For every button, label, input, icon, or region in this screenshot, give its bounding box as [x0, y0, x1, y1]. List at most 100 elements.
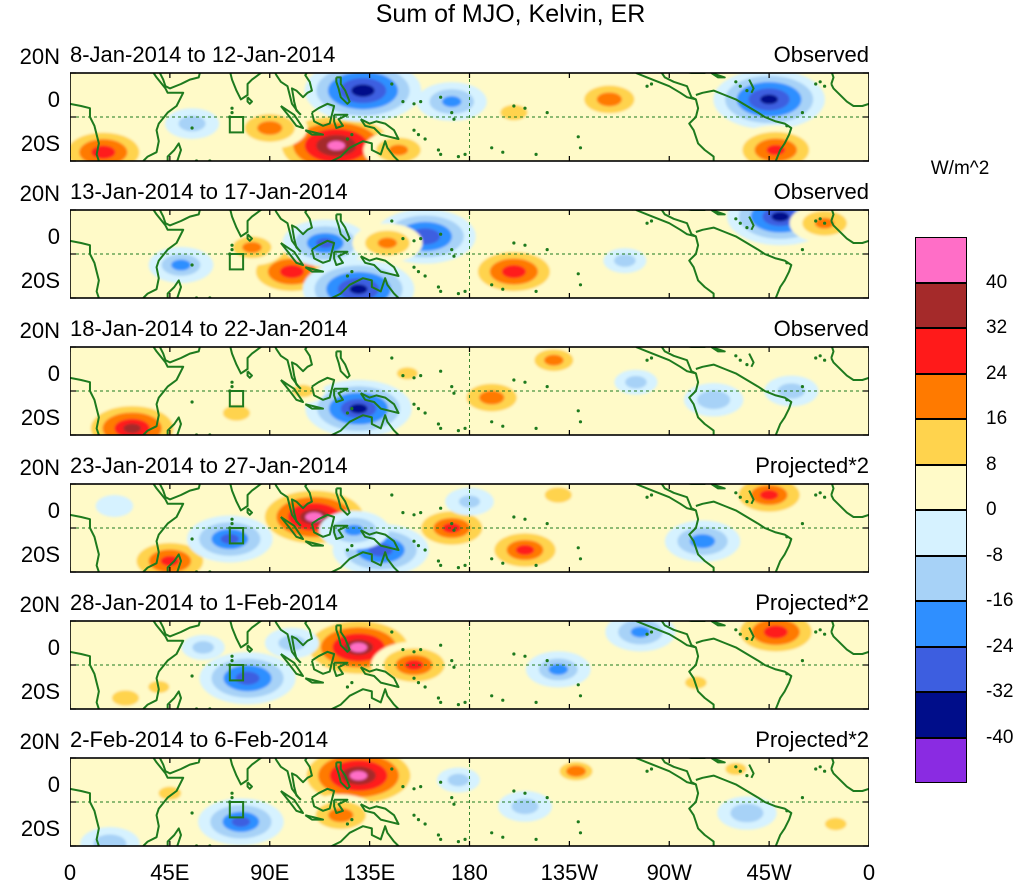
lon-label-4: 180 — [451, 860, 488, 885]
panel-1-type: Observed — [773, 42, 869, 67]
lon-label-8: 0 — [862, 860, 876, 885]
panel-2-map — [70, 209, 869, 299]
panel-6-anomaly-3 — [198, 798, 284, 846]
panel-5-coastlines — [70, 621, 869, 709]
colorbar-label-4: 16 — [986, 408, 1008, 429]
panel-1-anomaly-8 — [363, 130, 434, 161]
panel-6-anomaly-11 — [151, 782, 189, 805]
colorbar-label-8: -16 — [986, 590, 1014, 611]
panel-2-region-box — [228, 253, 245, 271]
panel-5-map — [70, 620, 869, 710]
colorbar-segment-7 — [915, 510, 967, 556]
panel-2-type: Observed — [773, 179, 869, 204]
panel-4-anomaly-12 — [95, 494, 134, 518]
lon-label-7: 45W — [746, 860, 792, 885]
panel-4-region-box — [228, 527, 245, 545]
panel-1-anomaly-6 — [70, 126, 152, 161]
colorbar-label-9: -24 — [986, 635, 1014, 657]
colorbar-label-5: 8 — [986, 453, 997, 475]
panel-3-region-box — [228, 390, 245, 408]
colorbar-segment-12 — [915, 737, 967, 783]
panel-2-lat-label-20S: 20S — [20, 268, 60, 293]
panel-6-anomaly-10 — [436, 767, 480, 793]
panel-4-lat-label-20N: 20N — [19, 455, 60, 480]
panel-2-anomaly-9 — [148, 246, 214, 284]
colorbar-label-1: 40 — [986, 271, 1008, 293]
panel-4-anomaly-11 — [445, 487, 494, 516]
panel-1-anomaly-7 — [416, 82, 487, 122]
panel-2-anomaly-6 — [465, 245, 562, 298]
panel-5-anomaly-4 — [727, 621, 824, 659]
panel-5-anomaly-10 — [181, 634, 225, 660]
panel-6-lat-label-20S: 20S — [20, 816, 60, 841]
panel-5-anomaly-3 — [199, 652, 296, 705]
panel-5-type: Projected*2 — [755, 590, 869, 615]
colorbar-label-7: -8 — [986, 544, 1003, 566]
panel-3-lat-label-20N: 20N — [19, 318, 60, 343]
panel-6-anomaly-7 — [717, 796, 777, 830]
panel-1-region-box — [228, 116, 245, 134]
colorbar-label-11: -40 — [986, 726, 1014, 748]
panel-2-anomaly-8 — [219, 229, 285, 266]
panel-3-anomaly-8 — [209, 397, 264, 429]
panel-5-anomaly-5 — [525, 651, 591, 688]
panel-4-anomaly-3 — [408, 504, 495, 552]
colorbar-segment-5 — [915, 419, 967, 465]
panel-3-anomaly-7 — [683, 383, 744, 417]
panel-6-anomaly-4 — [497, 791, 553, 822]
panel-5-lat-label-20N: 20N — [19, 592, 60, 617]
panel-1-lat-label-20N: 20N — [19, 44, 60, 69]
panel-2-lat-label-20N: 20N — [19, 181, 60, 206]
lon-label-5: 135W — [540, 860, 599, 885]
panel-6-anomaly-6 — [80, 827, 140, 846]
panel-4-anomaly-7 — [726, 484, 812, 519]
panel-3-anomaly-3 — [454, 376, 530, 419]
panel-5-period: 28-Jan-2014 to 1-Feb-2014 — [70, 590, 338, 615]
panel-1-anomaly-9 — [571, 78, 647, 121]
panel-4-coastlines — [70, 484, 869, 572]
figure-title: Sum of MJO, Kelvin, ER — [375, 0, 646, 28]
panel-6-coastlines — [70, 758, 869, 846]
panel-3-period: 18-Jan-2014 to 22-Jan-2014 — [70, 316, 348, 341]
panel-4-anomaly-8 — [664, 520, 741, 562]
panel-2-lat-label-0: 0 — [47, 224, 60, 249]
panel-6-anomaly-9 — [814, 811, 858, 837]
panel-1-anomaly-3 — [713, 73, 825, 130]
panel-3-lat-label-0: 0 — [47, 361, 60, 386]
colorbar-label-3: 24 — [986, 362, 1008, 384]
panel-1-anomaly-11 — [486, 97, 541, 128]
panel-1-period: 8-Jan-2014 to 12-Jan-2014 — [70, 42, 336, 67]
colorbar-segment-10 — [915, 646, 967, 692]
panel-1-anomaly-10 — [165, 108, 220, 139]
panel-3-anomaly-10 — [614, 369, 658, 395]
panel-1-lat-label-20S: 20S — [20, 131, 60, 156]
panel-5-anomaly-7 — [264, 627, 319, 659]
panel-3-anomaly-5 — [383, 359, 432, 388]
panel-6-region-box — [228, 801, 245, 819]
panel-1-anomaly-4 — [730, 125, 822, 161]
panel-3-type: Observed — [773, 316, 869, 341]
panel-3-map — [70, 346, 869, 436]
colorbar-label-2: 32 — [986, 317, 1008, 338]
colorbar-segment-3 — [915, 328, 967, 374]
panel-5-lat-label-20S: 20S — [20, 679, 60, 704]
colorbar-segment-6 — [915, 464, 967, 510]
lon-label-2: 90E — [250, 860, 290, 885]
panel-5-region-box — [228, 664, 245, 682]
panel-5-anomaly-11 — [98, 682, 153, 709]
colorbar-segment-9 — [915, 601, 967, 647]
panel-1-lat-label-0: 0 — [47, 87, 60, 112]
panel-6-anomaly-5 — [546, 758, 606, 788]
panel-3-coastlines — [70, 347, 869, 435]
panel-6-anomaly-1 — [295, 758, 422, 810]
panel-4-period: 23-Jan-2014 to 27-Jan-2014 — [70, 453, 348, 478]
panel-2-anomaly-11 — [603, 248, 647, 274]
panel-3-anomaly-4 — [521, 347, 587, 379]
panel-5-lat-label-0: 0 — [47, 635, 60, 660]
colorbar-segment-2 — [915, 282, 967, 328]
panel-4-anomaly-4 — [482, 526, 568, 572]
panel-6-map — [70, 757, 869, 847]
colorbar-segment-1 — [915, 237, 967, 283]
panel-1-anomaly-5 — [232, 107, 308, 149]
colorbar-segment-4 — [915, 373, 967, 419]
